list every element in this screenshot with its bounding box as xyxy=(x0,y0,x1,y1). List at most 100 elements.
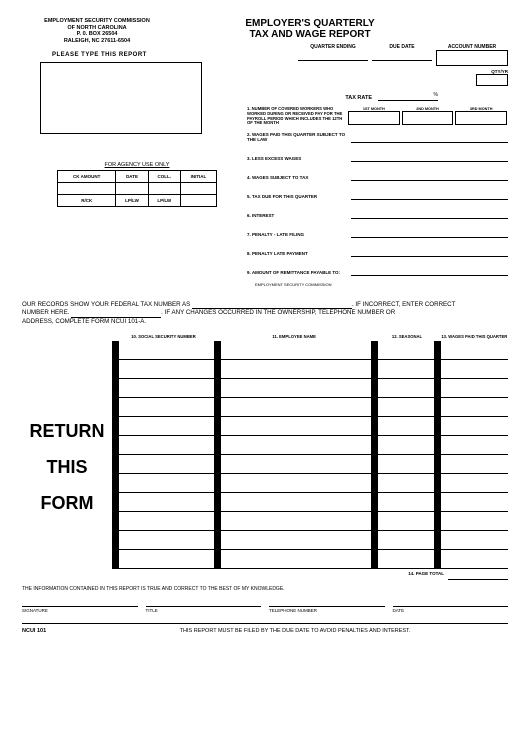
cell-lplw: LP/LW xyxy=(116,195,148,207)
ssn-cell[interactable] xyxy=(119,549,214,568)
separator xyxy=(214,511,221,530)
account-number-input[interactable] xyxy=(436,50,508,66)
correct-number-input[interactable] xyxy=(71,310,161,318)
tax-rate-input[interactable]: % xyxy=(378,92,438,101)
separator xyxy=(434,473,441,492)
separator xyxy=(434,454,441,473)
month3-input[interactable] xyxy=(455,111,507,125)
qty-yr-input[interactable] xyxy=(476,74,508,86)
seasonal-cell[interactable] xyxy=(378,549,433,568)
ssn-cell[interactable] xyxy=(119,473,214,492)
header-fields-row: QUARTER ENDING DUE DATE ACCOUNT NUMBER xyxy=(247,44,508,66)
seasonal-cell[interactable] xyxy=(378,397,433,416)
name-cell[interactable] xyxy=(221,397,371,416)
seasonal-cell[interactable] xyxy=(378,378,433,397)
name-cell[interactable] xyxy=(221,435,371,454)
seasonal-cell[interactable] xyxy=(378,359,433,378)
table-row xyxy=(112,341,508,360)
ssn-cell[interactable] xyxy=(119,530,214,549)
quarter-ending-field: QUARTER ENDING xyxy=(298,44,368,66)
quarter-ending-input[interactable] xyxy=(298,50,368,61)
name-cell[interactable] xyxy=(221,492,371,511)
ssn-cell[interactable] xyxy=(119,454,214,473)
due-date-input[interactable] xyxy=(372,50,432,61)
name-cell[interactable] xyxy=(221,511,371,530)
wages-cell[interactable] xyxy=(441,435,508,454)
cell[interactable] xyxy=(58,183,116,195)
qty-yr-label: QTY/YR xyxy=(247,69,508,74)
name-cell[interactable] xyxy=(221,473,371,492)
seasonal-cell[interactable] xyxy=(378,473,433,492)
wages-cell[interactable] xyxy=(441,359,508,378)
employer-address-box[interactable] xyxy=(40,62,202,134)
seasonal-cell[interactable] xyxy=(378,341,433,360)
cell[interactable] xyxy=(148,183,180,195)
seasonal-cell[interactable] xyxy=(378,454,433,473)
line3-input[interactable] xyxy=(351,149,508,162)
mid-t2b: . IF ANY CHANGES OCCURRED IN THE OWNERSH… xyxy=(161,309,395,316)
wages-cell[interactable] xyxy=(441,511,508,530)
cell[interactable] xyxy=(180,195,216,207)
name-cell[interactable] xyxy=(221,549,371,568)
name-cell[interactable] xyxy=(221,416,371,435)
signature-field[interactable]: SIGNATURE xyxy=(22,606,138,613)
telephone-field[interactable]: TELEPHONE NUMBER xyxy=(269,606,385,613)
title-field[interactable]: TITLE xyxy=(146,606,262,613)
date-field[interactable]: DATE xyxy=(393,606,509,613)
ssn-cell[interactable] xyxy=(119,492,214,511)
ssn-cell[interactable] xyxy=(119,359,214,378)
account-number-field: ACCOUNT NUMBER xyxy=(436,44,508,66)
wages-cell[interactable] xyxy=(441,473,508,492)
separator xyxy=(112,530,119,549)
line5-input[interactable] xyxy=(351,187,508,200)
month2-input[interactable] xyxy=(402,111,454,125)
ssn-cell[interactable] xyxy=(119,511,214,530)
wages-cell[interactable] xyxy=(441,530,508,549)
line2-input[interactable] xyxy=(351,130,508,143)
seasonal-cell[interactable] xyxy=(378,511,433,530)
wages-cell[interactable] xyxy=(441,378,508,397)
wages-cell[interactable] xyxy=(441,492,508,511)
table-row xyxy=(112,359,508,378)
return-word2: THIS xyxy=(46,449,87,485)
col-initial: INITIAL xyxy=(180,171,216,183)
line9-input[interactable] xyxy=(351,263,508,276)
ssn-cell[interactable] xyxy=(119,378,214,397)
wages-cell[interactable] xyxy=(441,341,508,360)
name-cell[interactable] xyxy=(221,454,371,473)
line7-input[interactable] xyxy=(351,225,508,238)
ssn-cell[interactable] xyxy=(119,341,214,360)
seasonal-cell[interactable] xyxy=(378,435,433,454)
wages-cell[interactable] xyxy=(441,549,508,568)
line8-input[interactable] xyxy=(351,244,508,257)
fed-tax-number-input[interactable] xyxy=(192,301,352,309)
page-total-input[interactable] xyxy=(448,571,508,580)
wages-cell[interactable] xyxy=(441,416,508,435)
separator xyxy=(434,530,441,549)
separator xyxy=(112,378,119,397)
line6-input[interactable] xyxy=(351,206,508,219)
seasonal-cell[interactable] xyxy=(378,492,433,511)
wages-cell[interactable] xyxy=(441,397,508,416)
cell[interactable] xyxy=(116,183,148,195)
table-row xyxy=(112,511,508,530)
title-line2: TAX AND WAGE REPORT xyxy=(172,29,448,40)
wages-cell[interactable] xyxy=(441,454,508,473)
ssn-cell[interactable] xyxy=(119,435,214,454)
upper-section: PLEASE TYPE THIS REPORT FOR AGENCY USE O… xyxy=(22,44,508,286)
line4-input[interactable] xyxy=(351,168,508,181)
col-ck-amount: CK AMOUNT xyxy=(58,171,116,183)
ssn-cell[interactable] xyxy=(119,397,214,416)
name-cell[interactable] xyxy=(221,341,371,360)
seasonal-cell[interactable] xyxy=(378,530,433,549)
name-cell[interactable] xyxy=(221,378,371,397)
month1-input[interactable] xyxy=(348,111,400,125)
agency-use-header: FOR AGENCY USE ONLY xyxy=(57,162,217,168)
cell[interactable] xyxy=(180,183,216,195)
name-cell[interactable] xyxy=(221,359,371,378)
ssn-cell[interactable] xyxy=(119,416,214,435)
workers-row: 1. NUMBER OF COVERED WORKERS WHO WORKED … xyxy=(247,107,508,125)
month-boxes: 1ST MONTH 2ND MONTH 3RD MONTH xyxy=(347,107,508,125)
seasonal-cell[interactable] xyxy=(378,416,433,435)
name-cell[interactable] xyxy=(221,530,371,549)
